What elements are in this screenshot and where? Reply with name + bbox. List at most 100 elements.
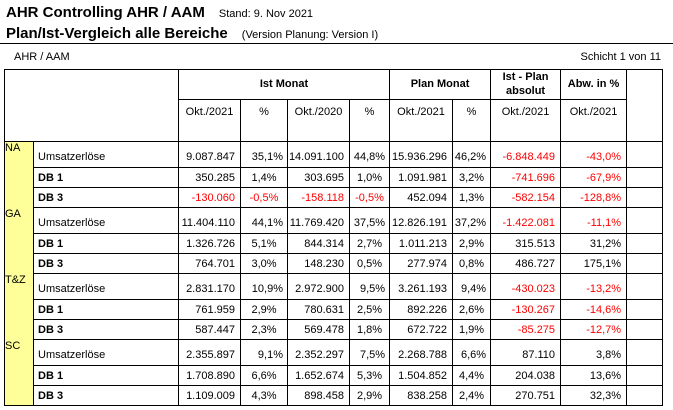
value-cell: -741.696 xyxy=(490,167,562,188)
value-cell: 898.458 xyxy=(287,385,350,406)
empty-cell xyxy=(626,147,664,168)
row-label: DB 3 xyxy=(33,253,179,274)
row-label: DB 1 xyxy=(33,233,179,254)
value-cell: 1.091.981 xyxy=(389,167,454,188)
value-cell: 0,5% xyxy=(348,253,391,274)
value-cell: -85.275 xyxy=(490,319,562,340)
section-label: SC xyxy=(4,339,34,406)
value-cell: 1,9% xyxy=(452,319,492,340)
row-label: Umsatzerlöse xyxy=(33,279,179,300)
value-cell: -11,1% xyxy=(560,213,628,234)
spacer-cell xyxy=(452,141,492,148)
value-cell: 10,9% xyxy=(240,279,288,300)
value-cell: -0,5% xyxy=(348,187,391,208)
value-cell: -158.118 xyxy=(287,187,350,208)
value-cell: 2.355.897 xyxy=(178,345,241,366)
empty-cell xyxy=(626,187,664,208)
value-cell: 315.513 xyxy=(490,233,562,254)
spacer-cell xyxy=(626,273,664,280)
value-cell: 11.769.420 xyxy=(287,213,350,234)
value-cell: 2.352.297 xyxy=(287,345,350,366)
value-cell: 2.831.170 xyxy=(178,279,241,300)
value-cell: 9,4% xyxy=(452,279,492,300)
column-header-ist-okt-2020: Okt./2020 xyxy=(287,99,350,142)
empty-cell xyxy=(626,279,664,300)
spacer-cell xyxy=(626,339,664,346)
value-cell: -0,5% xyxy=(240,187,288,208)
value-cell: -67,9% xyxy=(560,167,628,188)
value-cell: 569.478 xyxy=(287,319,350,340)
row-label: Umsatzerlöse xyxy=(33,345,179,366)
value-cell: 87.110 xyxy=(490,345,562,366)
value-cell: 844.314 xyxy=(287,233,350,254)
value-cell: 32,3% xyxy=(560,385,628,406)
version-note: (Version Planung: Version I) xyxy=(241,29,379,41)
value-cell: 13,6% xyxy=(560,365,628,386)
spacer-cell xyxy=(626,141,664,148)
value-cell: 2,9% xyxy=(348,385,391,406)
spacer-cell xyxy=(452,273,492,280)
table-row: Umsatzerlöse 2.831.170 10,9% 2.972.900 9,5% 3… xyxy=(5,279,664,300)
section-spacer-row: T&Z xyxy=(4,273,664,340)
value-cell: 452.094 xyxy=(389,187,454,208)
row-label: DB 1 xyxy=(33,167,179,188)
column-header-abw-okt-2021: Okt./2021 xyxy=(560,99,628,142)
scope-label: AHR / AAM xyxy=(14,50,70,63)
empty-cell xyxy=(626,253,664,274)
value-cell: 9,1% xyxy=(240,345,288,366)
value-cell: 2,3% xyxy=(240,319,288,340)
section-spacer-row: NA xyxy=(4,141,664,208)
section-label: GA xyxy=(4,207,34,274)
value-cell: 2,9% xyxy=(240,299,288,320)
spacer-cell xyxy=(348,273,391,280)
value-cell: 0,8% xyxy=(452,253,492,274)
table-row: Umsatzerlöse 9.087.847 35,1% 14.091.100 44,8… xyxy=(5,147,664,168)
report-title-block: AHR Controlling AHR / AAM Stand: 9. Nov … xyxy=(0,0,673,44)
row-label: DB 3 xyxy=(33,385,179,406)
empty-cell xyxy=(626,299,664,320)
value-cell: 44,8% xyxy=(348,147,391,168)
value-cell: 1.708.890 xyxy=(178,365,241,386)
value-cell: 12.826.191 xyxy=(389,213,454,234)
table-row: DB 1 350.285 1,4% 303.695 1,0% 1.091.981 3,2% -… xyxy=(5,167,664,188)
row-label: Umsatzerlöse xyxy=(33,147,179,168)
value-cell: 2,7% xyxy=(348,233,391,254)
column-header-plan-okt-2021: Okt./2021 xyxy=(389,99,454,142)
value-cell: -13,2% xyxy=(560,279,628,300)
value-cell: 46,2% xyxy=(452,147,492,168)
value-cell: 761.959 xyxy=(178,299,241,320)
value-cell: 11.404.110 xyxy=(178,213,241,234)
value-cell: 3,0% xyxy=(240,253,288,274)
spacer-cell xyxy=(452,339,492,346)
sub-header-row: Okt./2021 % Okt./2020 % Okt./2021 % Okt.… xyxy=(5,99,663,142)
value-cell: 838.258 xyxy=(389,385,454,406)
value-cell: 5,1% xyxy=(240,233,288,254)
value-cell: 764.701 xyxy=(178,253,241,274)
empty-cell xyxy=(626,345,664,366)
row-label: DB 3 xyxy=(33,187,179,208)
column-header-ist-2021-percent: % xyxy=(240,99,288,142)
value-cell: 1,8% xyxy=(348,319,391,340)
value-cell: 148.230 xyxy=(287,253,350,274)
table-row: Umsatzerlöse 2.355.897 9,1% 2.352.297 7,5% 2.… xyxy=(5,345,664,366)
value-cell: 1,0% xyxy=(348,167,391,188)
value-cell: 892.226 xyxy=(389,299,454,320)
spacer-cell xyxy=(348,207,391,214)
group-header-abw-in-prozent: Abw. in % xyxy=(560,69,628,100)
table-body: NA Umsatzerlöse 9.087.847 35,1% 14.091.100 44… xyxy=(4,141,664,406)
value-cell: 15.936.296 xyxy=(389,147,454,168)
value-cell: 4,4% xyxy=(452,365,492,386)
value-cell: 5,3% xyxy=(348,365,391,386)
page-subtitle: Plan/Ist-Vergleich alle Bereiche xyxy=(6,25,228,42)
empty-trailing-column-header xyxy=(626,69,664,142)
row-label: DB 1 xyxy=(33,299,179,320)
value-cell: -14,6% xyxy=(560,299,628,320)
value-cell: 3.261.193 xyxy=(389,279,454,300)
value-cell: 303.695 xyxy=(287,167,350,188)
column-header-ist-2020-percent: % xyxy=(348,99,391,142)
value-cell: 175,1% xyxy=(560,253,628,274)
value-cell: 672.722 xyxy=(389,319,454,340)
value-cell: 1.652.674 xyxy=(287,365,350,386)
table-row: DB 1 1.708.890 6,6% 1.652.674 5,3% 1.504.852 4… xyxy=(5,365,664,386)
table-row: DB 3 1.109.009 4,3% 898.458 2,9% 838.258 2,4% 2… xyxy=(5,385,664,406)
